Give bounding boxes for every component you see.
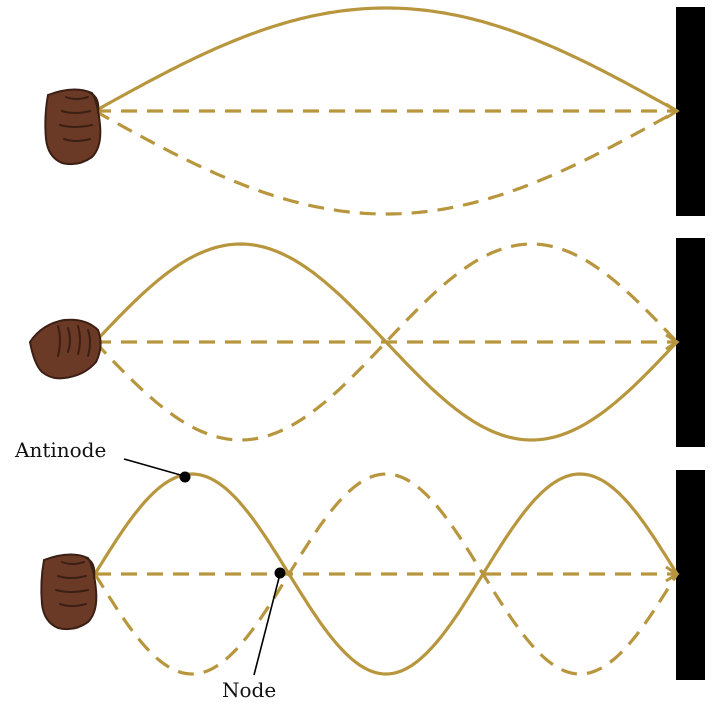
- wave-solid-1: [93, 6, 679, 113]
- wave-dash-3: [93, 472, 679, 676]
- wall-top: [676, 7, 705, 216]
- node-leader-line: [253, 573, 281, 676]
- fist-icon: [40, 553, 98, 631]
- wave-solid-3: [93, 472, 679, 676]
- node-label: Node: [222, 678, 276, 702]
- node-callout: Node: [222, 567, 286, 702]
- arrow-head-1: [665, 102, 680, 120]
- panel-fundamental: [93, 6, 680, 216]
- panel-second-harmonic: [93, 242, 680, 442]
- panel-third-harmonic: [93, 472, 680, 676]
- fist-icon: [28, 318, 102, 380]
- antinode-leader-line: [123, 458, 185, 477]
- node-marker: [274, 567, 286, 579]
- arrow-head-3: [665, 565, 680, 583]
- wall-bottom: [676, 470, 705, 680]
- arrow-head-2: [665, 333, 680, 351]
- fist-icon: [44, 88, 102, 166]
- antinode-label: Antinode: [14, 438, 106, 462]
- antinode-callout: Antinode: [14, 438, 191, 483]
- wall-middle: [676, 238, 705, 447]
- antinode-marker: [179, 471, 191, 483]
- wave-dash-1: [94, 109, 678, 216]
